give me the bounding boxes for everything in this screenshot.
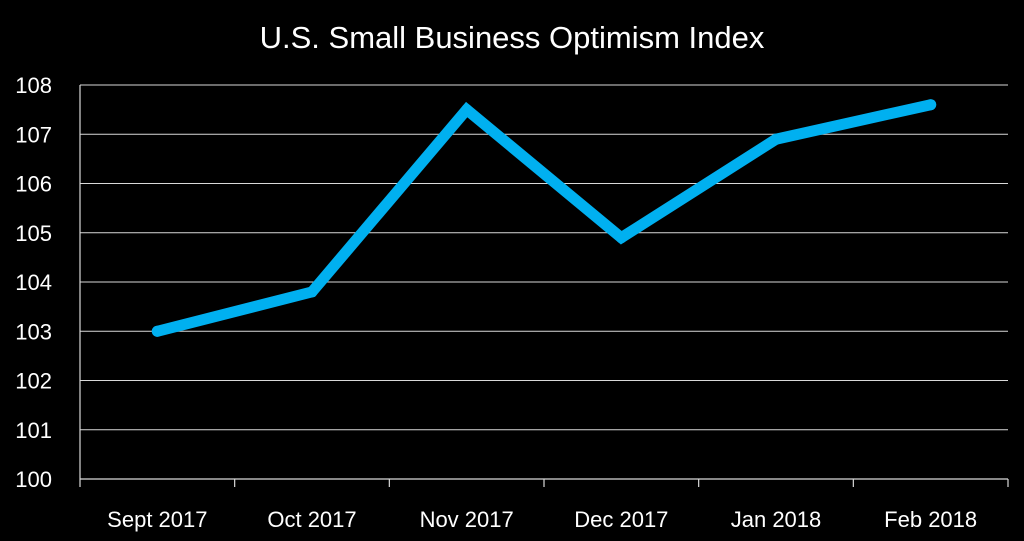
y-tick-label: 103 <box>15 319 52 344</box>
x-tick-label: Sept 2017 <box>107 507 207 532</box>
data-point <box>770 133 782 145</box>
data-point <box>925 99 937 111</box>
y-tick-label: 105 <box>15 221 52 246</box>
y-tick-label: 102 <box>15 369 52 394</box>
x-tick-label: Feb 2018 <box>884 507 977 532</box>
x-tick-label: Oct 2017 <box>267 507 356 532</box>
y-tick-labels: 100 101 102 103 104 105 106 107 108 <box>15 73 52 492</box>
grid-lines <box>80 84 1008 431</box>
y-tick-label: 107 <box>15 122 52 147</box>
y-tick-label: 108 <box>15 73 52 98</box>
x-tick-label: Nov 2017 <box>420 507 514 532</box>
x-tick-label: Jan 2018 <box>731 507 822 532</box>
y-tick-label: 101 <box>15 418 52 443</box>
series-line-0 <box>151 99 937 337</box>
data-point <box>151 325 163 337</box>
data-point <box>306 286 318 298</box>
axes <box>79 85 1009 487</box>
y-tick-label: 106 <box>15 172 52 197</box>
chart-title: U.S. Small Business Optimism Index <box>260 20 765 55</box>
data-point <box>461 104 473 116</box>
y-tick-label: 104 <box>15 270 52 295</box>
x-tick-labels: Sept 2017 Oct 2017 Nov 2017 Dec 2017 Jan 201… <box>107 507 977 532</box>
y-tick-label: 100 <box>15 467 52 492</box>
series-lines <box>151 99 937 337</box>
x-tick-label: Dec 2017 <box>574 507 668 532</box>
data-point <box>615 232 627 244</box>
